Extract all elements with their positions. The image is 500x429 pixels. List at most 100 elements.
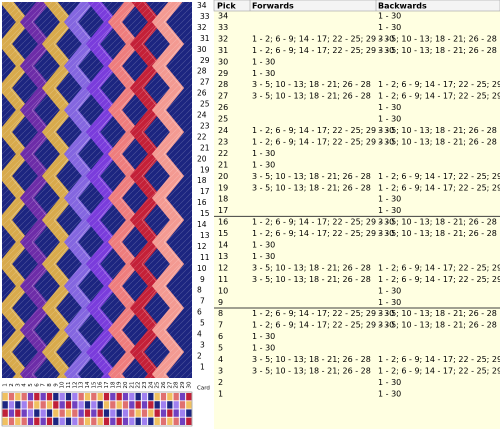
pick-cell: 16 — [218, 218, 228, 227]
pick-cell: 8 — [218, 309, 223, 318]
pick-label: 4 — [197, 330, 202, 339]
backwards-cell: 1 - 30 — [378, 206, 401, 215]
card-label: 12 — [72, 382, 78, 389]
pick-label: 27 — [200, 78, 210, 87]
card-label: 28 — [174, 381, 180, 388]
pick-label: 32 — [197, 23, 207, 32]
thread-cell — [116, 393, 122, 401]
thread-cell — [179, 401, 186, 409]
card-label: 3 — [15, 383, 21, 387]
thread-cell — [110, 417, 116, 425]
pick-cell: 11 — [218, 275, 228, 284]
forwards-cell: 3 - 5; 10 - 13; 18 - 21; 26 - 28 — [252, 263, 371, 272]
thread-cell — [135, 409, 141, 417]
thread-cell — [129, 393, 135, 401]
pick-cell: 15 — [218, 229, 228, 238]
card-label: 5 — [28, 383, 34, 387]
pick-cell: 1 — [218, 389, 223, 398]
pick-label: 16 — [197, 198, 207, 207]
card-label: 24 — [148, 381, 154, 388]
thread-cell — [103, 409, 110, 417]
thread-cell — [53, 393, 59, 401]
card-label: 7 — [41, 383, 47, 387]
thread-cell — [116, 409, 122, 417]
thread-cell — [122, 409, 129, 417]
thread-cell — [179, 409, 186, 417]
thread-cell — [53, 417, 59, 425]
thread-cell — [27, 401, 34, 409]
pick-label: 21 — [200, 143, 210, 152]
thread-cell — [160, 401, 167, 409]
thread-cell — [167, 401, 173, 409]
thread-cell — [84, 409, 91, 417]
forwards-cell: 3 - 5; 10 - 13; 18 - 21; 26 - 28 — [252, 172, 371, 181]
thread-cell — [135, 401, 141, 409]
thread-cell — [34, 401, 40, 409]
backwards-cell: 1 - 2; 6 - 9; 14 - 17; 22 - 25; 29 - 30 — [378, 80, 500, 89]
pick-labels: 3433323130292827262524232221201918171615… — [197, 1, 210, 371]
pick-label: 17 — [200, 187, 210, 196]
thread-cell — [78, 409, 84, 417]
card-label: 25 — [155, 381, 161, 388]
pick-label: 5 — [200, 319, 205, 328]
thread-cell — [97, 409, 103, 417]
pick-label: 24 — [197, 111, 207, 120]
thread-cell — [97, 401, 103, 409]
forwards-cell: 1 - 2; 6 - 9; 14 - 17; 22 - 25; 29 - 30 — [252, 229, 394, 238]
card-label: 16 — [98, 381, 104, 388]
thread-cell — [91, 417, 97, 425]
backwards-cell: 1 - 2; 6 - 9; 14 - 17; 22 - 25; 29 - 30 — [378, 355, 500, 364]
thread-cell — [148, 409, 154, 417]
card-label: 10 — [60, 381, 66, 388]
thread-cell — [122, 393, 129, 401]
pick-cell: 32 — [218, 34, 228, 43]
backwards-cell: 1 - 30 — [378, 23, 401, 32]
thread-cell — [2, 417, 8, 425]
thread-cell — [78, 393, 84, 401]
header-forwards: Forwards — [252, 2, 294, 11]
thread-cell — [141, 401, 148, 409]
thread-cell — [21, 417, 27, 425]
thread-cell — [141, 417, 148, 425]
thread-cell — [65, 401, 72, 409]
thread-cell — [15, 393, 21, 401]
backwards-cell: 1 - 2; 6 - 9; 14 - 17; 22 - 25; 29 - 30 — [378, 172, 500, 181]
pick-label: 3 — [200, 340, 205, 349]
pick-cell: 10 — [218, 286, 228, 295]
card-label: 2 — [9, 383, 15, 387]
forwards-cell: 1 - 30 — [252, 332, 275, 341]
card-label: 15 — [91, 381, 97, 388]
card-label: 6 — [34, 383, 40, 387]
thread-cell — [116, 401, 122, 409]
thread-cell — [154, 393, 160, 401]
forwards-cell: 3 - 5; 10 - 13; 18 - 21; 26 - 28 — [252, 355, 371, 364]
thread-cell — [103, 393, 110, 401]
card-label: 26 — [161, 381, 167, 388]
thread-cell — [59, 409, 65, 417]
backwards-cell: 3 - 5; 10 - 13; 18 - 21; 26 - 28 — [378, 46, 497, 55]
threading-grid — [1, 391, 193, 427]
thread-cell — [72, 393, 78, 401]
forwards-cell: 1 - 30 — [252, 160, 275, 169]
thread-cell — [53, 401, 59, 409]
pick-cell: 17 — [218, 206, 228, 215]
pick-cell: 24 — [218, 126, 228, 135]
forwards-cell: 3 - 5; 10 - 13; 18 - 21; 26 - 28 — [252, 275, 371, 284]
forwards-cell: 1 - 2; 6 - 9; 14 - 17; 22 - 25; 29 - 30 — [252, 34, 394, 43]
forwards-cell: 1 - 2; 6 - 9; 14 - 17; 22 - 25; 29 - 30 — [252, 126, 394, 135]
thread-cell — [27, 393, 34, 401]
thread-cell — [59, 401, 65, 409]
backwards-cell: 1 - 30 — [378, 389, 401, 398]
pick-cell: 26 — [218, 103, 228, 112]
pick-label: 29 — [200, 56, 210, 65]
thread-cell — [8, 417, 15, 425]
forwards-cell: 1 - 30 — [252, 57, 275, 66]
thread-cell — [53, 409, 59, 417]
card-label: 29 — [180, 381, 186, 388]
thread-cell — [2, 409, 8, 417]
thread-cell — [40, 393, 46, 401]
thread-cell — [72, 409, 78, 417]
pick-label: 20 — [197, 154, 207, 163]
thread-cell — [46, 401, 53, 409]
